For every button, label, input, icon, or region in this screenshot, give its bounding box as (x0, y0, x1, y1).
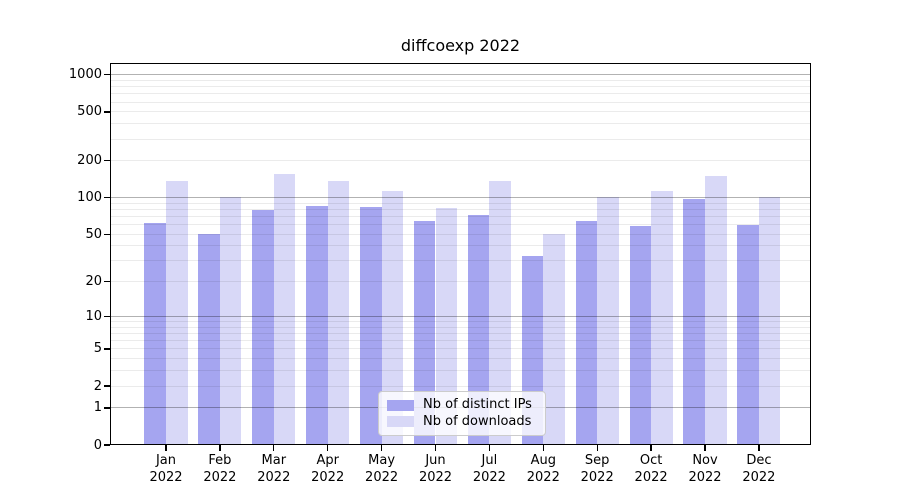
y-tick-label: 10 (85, 309, 102, 324)
y-tick-label: 2 (93, 378, 102, 394)
bar-nov-distinct-ips (683, 199, 705, 445)
legend-item-distinct-ips: Nb of distinct IPs (387, 397, 537, 413)
x-tick (488, 445, 491, 451)
bar-dec-downloads (758, 196, 781, 445)
legend-item-downloads: Nb of downloads (387, 414, 537, 430)
bar-oct-distinct-ips (629, 225, 652, 445)
bar-jun-distinct-ips (413, 221, 436, 445)
x-tick (165, 445, 167, 451)
bar-mar-distinct-ips (252, 209, 274, 445)
y-tick (104, 160, 110, 162)
y-tick-label: 1000 (68, 67, 102, 83)
y-tick-label: 5 (93, 341, 102, 357)
x-tick (273, 445, 275, 451)
bar-dec-distinct-ips (737, 224, 759, 445)
x-tick (327, 445, 329, 451)
y-tick (104, 315, 110, 318)
x-tick-label: Jun 2022 (418, 453, 453, 485)
bar-apr-downloads (327, 181, 350, 445)
y-tick (104, 407, 110, 409)
x-tick-label: Feb 2022 (203, 453, 237, 485)
bars-layer (110, 63, 811, 445)
x-tick (596, 445, 598, 451)
bar-mar-downloads (273, 174, 296, 445)
y-tick (104, 197, 110, 199)
bar-may-downloads (381, 190, 404, 445)
legend-swatch-downloads-icon (387, 416, 414, 428)
legend: Nb of distinct IPs Nb of downloads (378, 391, 546, 436)
bar-jun-downloads (435, 207, 458, 445)
x-tick-label: Dec 2022 (742, 453, 776, 485)
x-tick (380, 445, 383, 451)
bar-sep-distinct-ips (575, 221, 598, 445)
bar-nov-downloads (705, 176, 727, 445)
x-tick (542, 445, 544, 451)
x-tick (219, 445, 221, 451)
x-tick-label: Jul 2022 (472, 453, 506, 485)
bar-jan-downloads (166, 180, 188, 445)
y-tick (104, 348, 110, 350)
y-tick-label: 1 (93, 400, 102, 416)
bar-jul-downloads (489, 181, 511, 445)
x-tick-label: Aug 2022 (526, 453, 560, 485)
bar-oct-downloads (651, 190, 673, 445)
plot-area (110, 63, 811, 445)
x-tick-label: May 2022 (365, 453, 399, 485)
y-tick (104, 233, 110, 235)
chart-title: diffcoexp 2022 (400, 36, 521, 55)
y-tick (104, 444, 110, 446)
x-tick-label: Oct 2022 (634, 453, 668, 485)
x-tick-label: Mar 2022 (257, 453, 291, 485)
bar-apr-distinct-ips (306, 205, 328, 445)
y-tick-label: 200 (77, 153, 102, 169)
bar-may-distinct-ips (360, 206, 382, 445)
legend-swatch-distinct-ips-icon (387, 399, 414, 411)
y-tick (104, 281, 110, 283)
bar-feb-distinct-ips (198, 234, 220, 445)
legend-label-distinct-ips: Nb of distinct IPs (423, 397, 532, 413)
x-tick (704, 445, 706, 451)
y-tick (104, 385, 110, 387)
bar-sep-downloads (597, 196, 619, 445)
bar-feb-downloads (219, 197, 242, 445)
x-tick-label: Jan 2022 (149, 453, 183, 485)
legend-label-downloads: Nb of downloads (423, 413, 532, 429)
bar-jan-distinct-ips (144, 223, 166, 445)
x-tick-label: Sep 2022 (580, 453, 614, 485)
bar-aug-downloads (543, 234, 565, 445)
x-tick-label: Nov 2022 (688, 453, 722, 485)
x-tick (758, 445, 760, 451)
y-tick-label: 20 (85, 274, 102, 290)
x-tick (434, 445, 437, 451)
y-tick-label: 500 (77, 104, 102, 120)
bar-jul-distinct-ips (467, 215, 490, 445)
y-tick (104, 74, 110, 76)
y-tick-label: 100 (77, 190, 102, 206)
x-tick (650, 445, 652, 451)
y-tick (104, 111, 110, 113)
y-tick-label: 0 (93, 437, 102, 453)
y-tick-label: 50 (85, 226, 102, 242)
x-tick-label: Apr 2022 (311, 453, 345, 485)
